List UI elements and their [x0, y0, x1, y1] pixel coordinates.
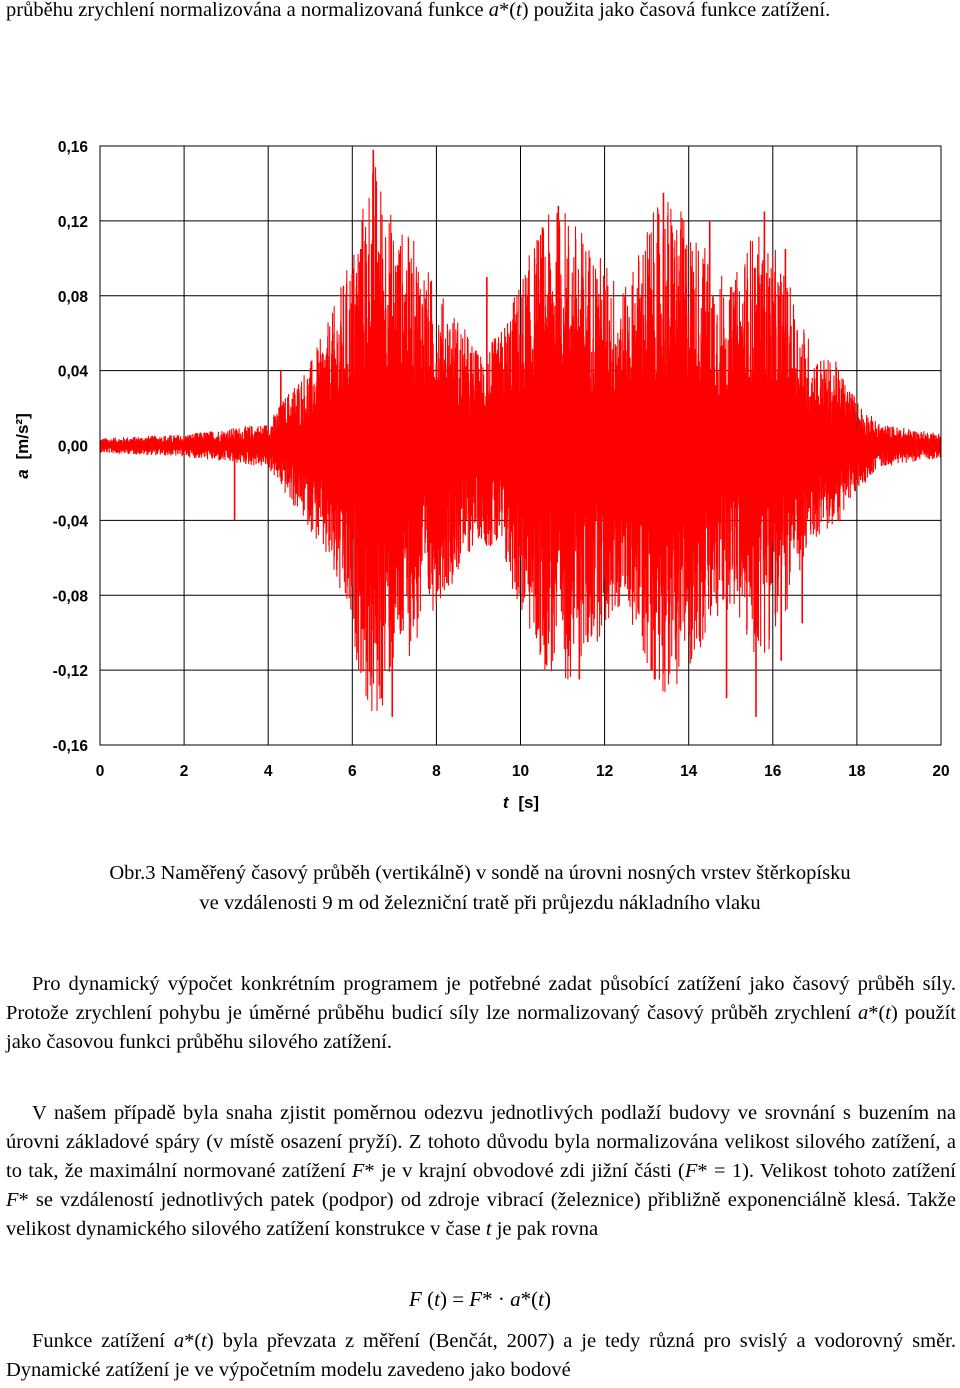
intro-star: *(	[498, 0, 517, 21]
p1-var-a: a	[857, 1002, 869, 1024]
formula-F2: F	[469, 1287, 483, 1311]
p1-text-a: Pro dynamický výpočet konkrétním program…	[6, 973, 956, 1024]
p2-var-t: t	[485, 1218, 492, 1240]
p3-var-t: t	[201, 1330, 207, 1352]
formula-eq: ) =	[439, 1287, 470, 1311]
signal-series	[99, 149, 942, 717]
y-tick-label: 0,12	[58, 214, 88, 231]
intro-paragraph: průběhu zrychlení normalizována a normal…	[6, 0, 956, 25]
plot-frame	[99, 145, 942, 746]
p2-var-F1: F	[351, 1160, 365, 1182]
x-tick-labels: 0 2 4 6 8 10 12 14 16 18 20	[96, 763, 950, 780]
p2-text-c: * = 1). Velikost tohoto zatížení	[697, 1160, 956, 1182]
x-tick-label: 0	[96, 763, 105, 780]
x-tick-label: 8	[432, 763, 441, 780]
x-tick-label: 18	[848, 763, 866, 780]
p3-var-a: a	[173, 1330, 185, 1352]
y-tick-label: 0,16	[58, 139, 89, 156]
intro-var-a: a	[488, 0, 499, 21]
acceleration-chart: 0,16 0,12 0,08 0,04 0,00 -0,04 -0,08 -0,12 -0,16…	[13, 139, 950, 812]
p3-text-b: ) byla převzata z měření (Benčát, 2007) …	[6, 1330, 956, 1381]
paragraph-1: Pro dynamický výpočet konkrétním program…	[6, 970, 956, 1057]
y-tick-label: 0,00	[58, 439, 88, 456]
x-tick-label: 4	[264, 763, 273, 780]
x-tick-label: 16	[764, 763, 782, 780]
load-formula: F (t) = F* · a*(t)	[0, 1287, 960, 1312]
x-tick-label: 10	[512, 763, 529, 780]
formula-F: F	[409, 1287, 422, 1311]
p1-star: *(	[868, 1002, 886, 1024]
p2-text-b: * je v krajní obvodové zdi jižní části (	[364, 1160, 685, 1182]
x-axis-label: t [s]	[503, 793, 539, 812]
formula-a: a	[510, 1287, 521, 1311]
formula-close: )	[543, 1287, 551, 1311]
y-tick-label: -0,16	[53, 738, 89, 755]
formula-dot: * ·	[482, 1287, 511, 1311]
p3-star: *(	[184, 1330, 202, 1352]
p1-var-t: t	[885, 1002, 891, 1024]
formula-star2: *(	[520, 1287, 539, 1311]
intro-var-t: t	[516, 0, 522, 21]
formula-t1: t	[434, 1287, 440, 1311]
x-tick-label: 12	[596, 763, 613, 780]
p2-var-F2: F	[684, 1160, 698, 1182]
y-tick-label: 0,08	[58, 289, 89, 306]
x-tick-label: 20	[932, 763, 949, 780]
caption-line-1: Obr.3 Naměřený časový průběh (vertikálně…	[109, 862, 851, 884]
p2-text-a: V našem případě byla snaha zjistit poměr…	[6, 1102, 956, 1182]
signal-line	[99, 160, 942, 712]
p1-text-b: ) použít jako časovou funkci průběhu sil…	[6, 1002, 956, 1053]
y-axis-label: a [m/s²]	[13, 413, 32, 478]
formula-open: (	[421, 1287, 435, 1311]
p2-text-d: * se vzdáleností jednotlivých patek (pod…	[6, 1189, 956, 1240]
formula-t2: t	[538, 1287, 544, 1311]
y-tick-label: -0,08	[53, 588, 89, 605]
y-tick-label: -0,04	[53, 513, 89, 530]
x-tick-label: 6	[348, 763, 357, 780]
p2-var-F3: F	[6, 1189, 19, 1211]
intro-text-end: ) použita jako časová funkce zatížení.	[521, 0, 831, 21]
y-tick-label: 0,04	[58, 364, 89, 381]
p2-text-e: je pak rovna	[491, 1218, 599, 1240]
y-tick-labels: 0,16 0,12 0,08 0,04 0,00 -0,04 -0,08 -0,12 -0,16	[53, 139, 89, 755]
y-tick-label: -0,12	[53, 663, 88, 680]
x-tick-label: 2	[180, 763, 189, 780]
intro-text: průběhu zrychlení normalizována a normal…	[6, 0, 489, 21]
figure-caption: Obr.3 Naměřený časový průběh (vertikálně…	[0, 858, 960, 918]
paragraph-2: V našem případě byla snaha zjistit poměr…	[6, 1099, 956, 1244]
x-tick-label: 14	[680, 763, 698, 780]
caption-line-2: ve vzdálenosti 9 m od železniční tratě p…	[199, 892, 761, 914]
p3-text-a: Funkce zatížení	[32, 1330, 174, 1352]
paragraph-3: Funkce zatížení a*(t) byla převzata z mě…	[6, 1327, 956, 1385]
